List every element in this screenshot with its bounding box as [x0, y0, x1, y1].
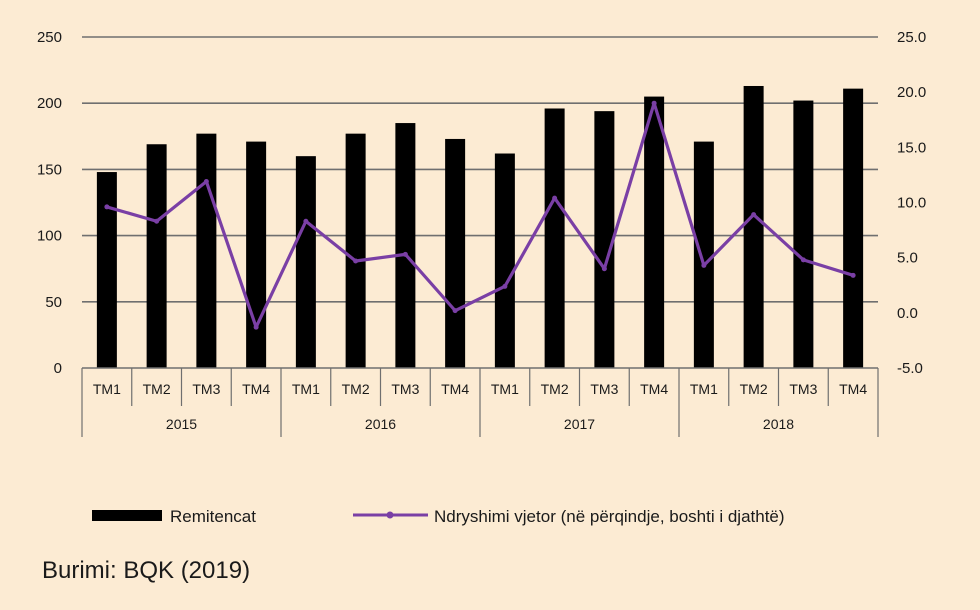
bar	[395, 123, 416, 368]
bar	[494, 153, 515, 368]
right-tick-label: 20.0	[897, 84, 926, 101]
right-tick-label: -5.0	[897, 360, 923, 377]
year-label: 2017	[564, 416, 595, 432]
bar-series	[96, 85, 864, 369]
category-label: TM1	[690, 381, 718, 397]
right-axis-ticks: -5.0 0.0 5.0 10.0 15.0 20.0 25.0	[897, 29, 926, 377]
line-point	[203, 179, 209, 185]
year-label: 2016	[365, 416, 396, 432]
right-tick-label: 15.0	[897, 139, 926, 156]
right-tick-label: 5.0	[897, 250, 918, 267]
bar	[246, 141, 267, 368]
category-label: TM4	[640, 381, 668, 397]
year-label: 2018	[763, 416, 794, 432]
legend-swatch-marker	[386, 511, 394, 519]
line-point	[601, 266, 607, 272]
line-path	[106, 101, 854, 329]
category-label: TM4	[242, 381, 270, 397]
x-axis: TM1 TM2 TM3 TM4 TM1 TM2 TM3 TM4 TM1 TM2 TM3 TM4 TM1 T…	[81, 367, 879, 437]
line-series	[104, 100, 856, 330]
category-label: TM1	[491, 381, 519, 397]
bar	[345, 133, 366, 368]
bar	[295, 156, 316, 368]
bar	[594, 111, 615, 369]
category-label: TM3	[391, 381, 419, 397]
legend-label-remitencat: Remitencat	[170, 507, 256, 526]
line-point	[651, 100, 657, 106]
source-note: Burimi: BQK (2019)	[42, 557, 251, 584]
line-point	[353, 258, 359, 264]
bar	[693, 141, 714, 368]
line-point	[253, 324, 259, 330]
category-label: TM2	[541, 381, 569, 397]
category-label: TM2	[143, 381, 171, 397]
category-label: TM1	[93, 381, 121, 397]
right-tick-label: 10.0	[897, 195, 926, 212]
left-tick-label: 150	[37, 161, 62, 178]
line-point	[800, 257, 806, 263]
right-tick-label: 0.0	[897, 305, 918, 322]
line-point	[402, 251, 408, 257]
category-label: TM4	[839, 381, 867, 397]
line-point	[104, 204, 110, 210]
line-point	[452, 308, 458, 314]
line-point	[502, 283, 508, 289]
category-label: TM3	[789, 381, 817, 397]
legend-label-annual-change: Ndryshimi vjetor (në përqindje, boshti i…	[434, 507, 785, 526]
bar	[445, 138, 466, 368]
category-label: TM1	[292, 381, 320, 397]
bar	[644, 96, 665, 368]
line-point	[154, 218, 160, 224]
bar	[196, 133, 217, 368]
left-axis-ticks: 0 50 100 150 200 250	[37, 29, 62, 377]
line-point	[701, 262, 707, 268]
bar	[843, 88, 864, 369]
legend-swatch-remitencat	[92, 510, 162, 521]
bar	[96, 172, 117, 368]
legend: Remitencat Ndryshimi vjetor (në përqindj…	[92, 507, 785, 526]
right-tick-label: 25.0	[897, 29, 926, 46]
bar	[793, 100, 814, 368]
category-label: TM3	[590, 381, 618, 397]
bar	[743, 85, 764, 368]
line-point	[552, 195, 558, 201]
left-tick-label: 50	[45, 294, 62, 311]
line-point	[751, 212, 757, 218]
left-tick-label: 0	[54, 360, 62, 377]
category-label: TM4	[441, 381, 469, 397]
line-point	[303, 218, 309, 224]
left-tick-label: 200	[37, 95, 62, 112]
category-label: TM2	[740, 381, 768, 397]
bar	[146, 144, 167, 368]
category-label: TM3	[192, 381, 220, 397]
left-tick-label: 250	[37, 29, 62, 46]
left-tick-label: 100	[37, 228, 62, 245]
line-point	[850, 272, 856, 278]
chart: 0 50 100 150 200 250 -5.0 0.0 5.0 10.0 15.0 20.0 25…	[37, 29, 926, 526]
category-label: TM2	[342, 381, 370, 397]
bar	[544, 108, 565, 368]
year-label: 2015	[166, 416, 197, 432]
